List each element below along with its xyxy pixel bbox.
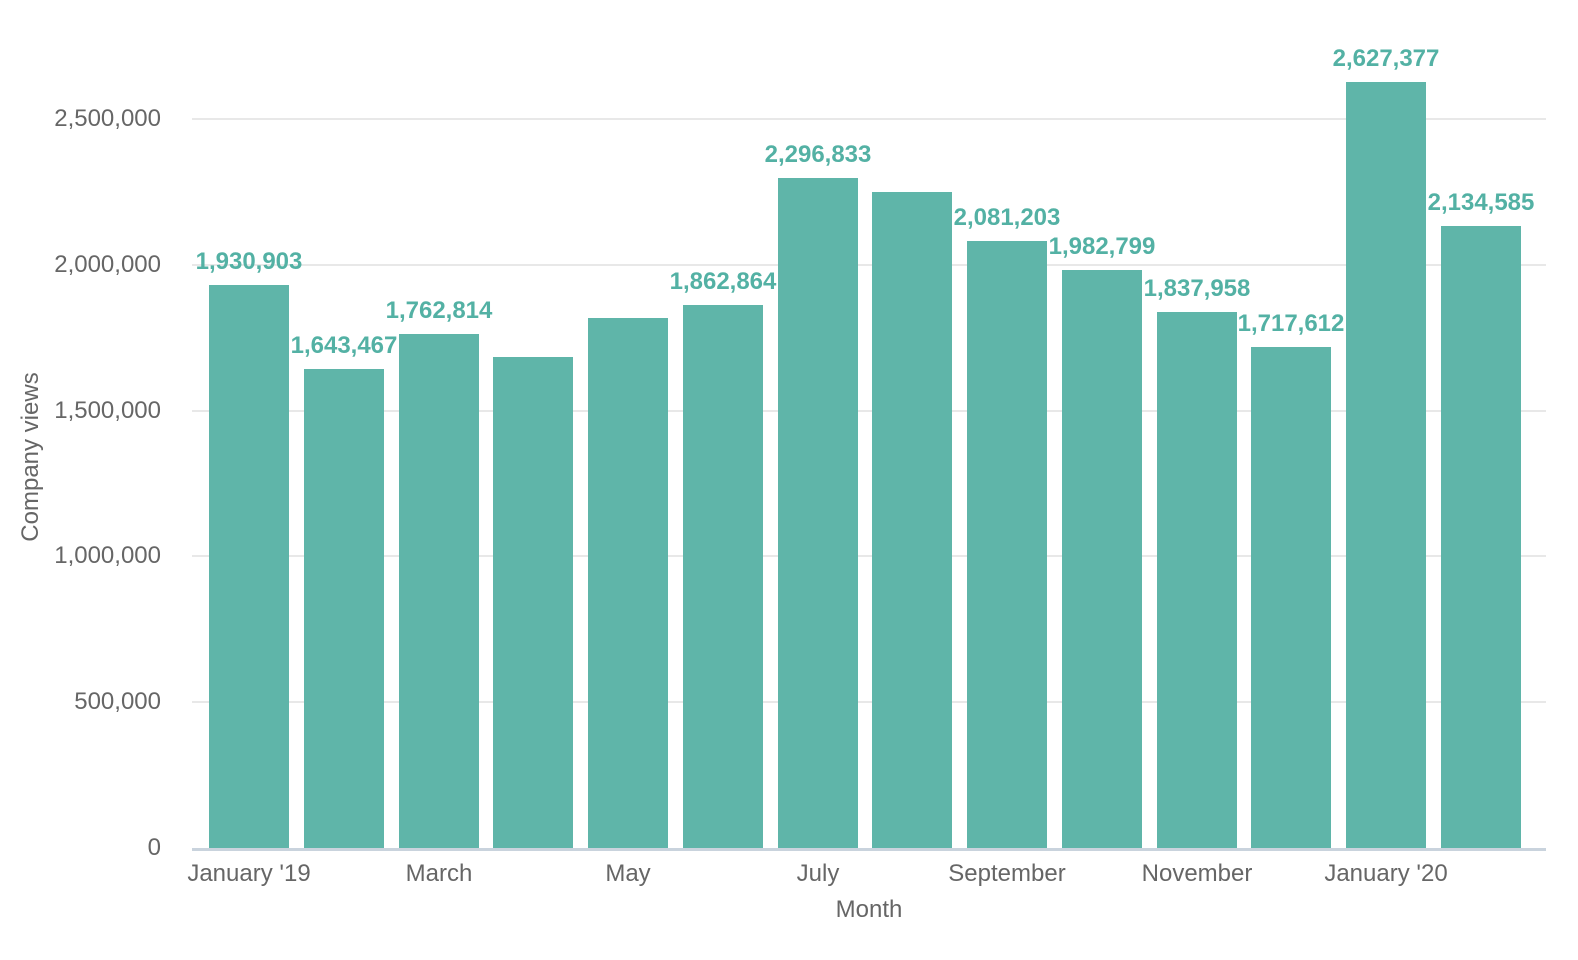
y-tick-label: 0 (147, 834, 161, 861)
x-tick-label-may: May (605, 860, 651, 887)
data-label-february-20: 2,134,585 (1427, 189, 1535, 216)
bar-january-19[interactable] (209, 285, 289, 848)
data-label-december: 1,717,612 (1237, 310, 1345, 337)
gridline-500000 (192, 701, 1546, 703)
x-axis-title: Month (835, 896, 903, 923)
bar-february-20[interactable] (1441, 226, 1521, 848)
data-label-january-20: 2,627,377 (1332, 45, 1440, 72)
x-tick-label-march: March (405, 860, 473, 887)
bar-february[interactable] (304, 369, 384, 848)
data-label-june: 1,862,864 (669, 268, 777, 295)
bar-june[interactable] (683, 305, 763, 848)
bar-august[interactable] (872, 192, 952, 848)
bar-may[interactable] (588, 318, 668, 848)
data-label-january-19: 1,930,903 (195, 248, 303, 275)
data-label-november: 1,837,958 (1143, 275, 1251, 302)
data-label-september: 2,081,203 (953, 204, 1061, 231)
data-label-october: 1,982,799 (1048, 233, 1156, 260)
bar-december[interactable] (1251, 347, 1331, 848)
y-tick-label: 2,000,000 (54, 251, 161, 278)
bar-november[interactable] (1157, 312, 1237, 848)
x-tick-label-july: July (796, 860, 840, 887)
data-label-july: 2,296,833 (764, 141, 872, 168)
x-tick-label-january-19: January '19 (187, 860, 311, 887)
bar-september[interactable] (967, 241, 1047, 848)
x-tick-label-september: September (948, 860, 1066, 887)
x-axis-line (192, 848, 1546, 851)
data-label-march: 1,762,814 (385, 297, 493, 324)
gridline-1500000 (192, 410, 1546, 412)
x-tick-label-november: November (1141, 860, 1253, 887)
bar-october[interactable] (1062, 270, 1142, 848)
y-tick-label: 500,000 (74, 688, 161, 715)
bar-july[interactable] (778, 178, 858, 848)
gridline-2000000 (192, 264, 1546, 266)
x-tick-label-january-20: January '20 (1324, 860, 1448, 887)
bar-january-20[interactable] (1346, 82, 1426, 848)
gridline-2500000 (192, 118, 1546, 120)
y-tick-label: 1,500,000 (54, 397, 161, 424)
bar-march[interactable] (399, 334, 479, 848)
y-tick-label: 2,500,000 (54, 105, 161, 132)
y-tick-label: 1,000,000 (54, 542, 161, 569)
gridline-1000000 (192, 555, 1546, 557)
data-label-february: 1,643,467 (290, 332, 398, 359)
bar-april[interactable] (493, 357, 573, 848)
